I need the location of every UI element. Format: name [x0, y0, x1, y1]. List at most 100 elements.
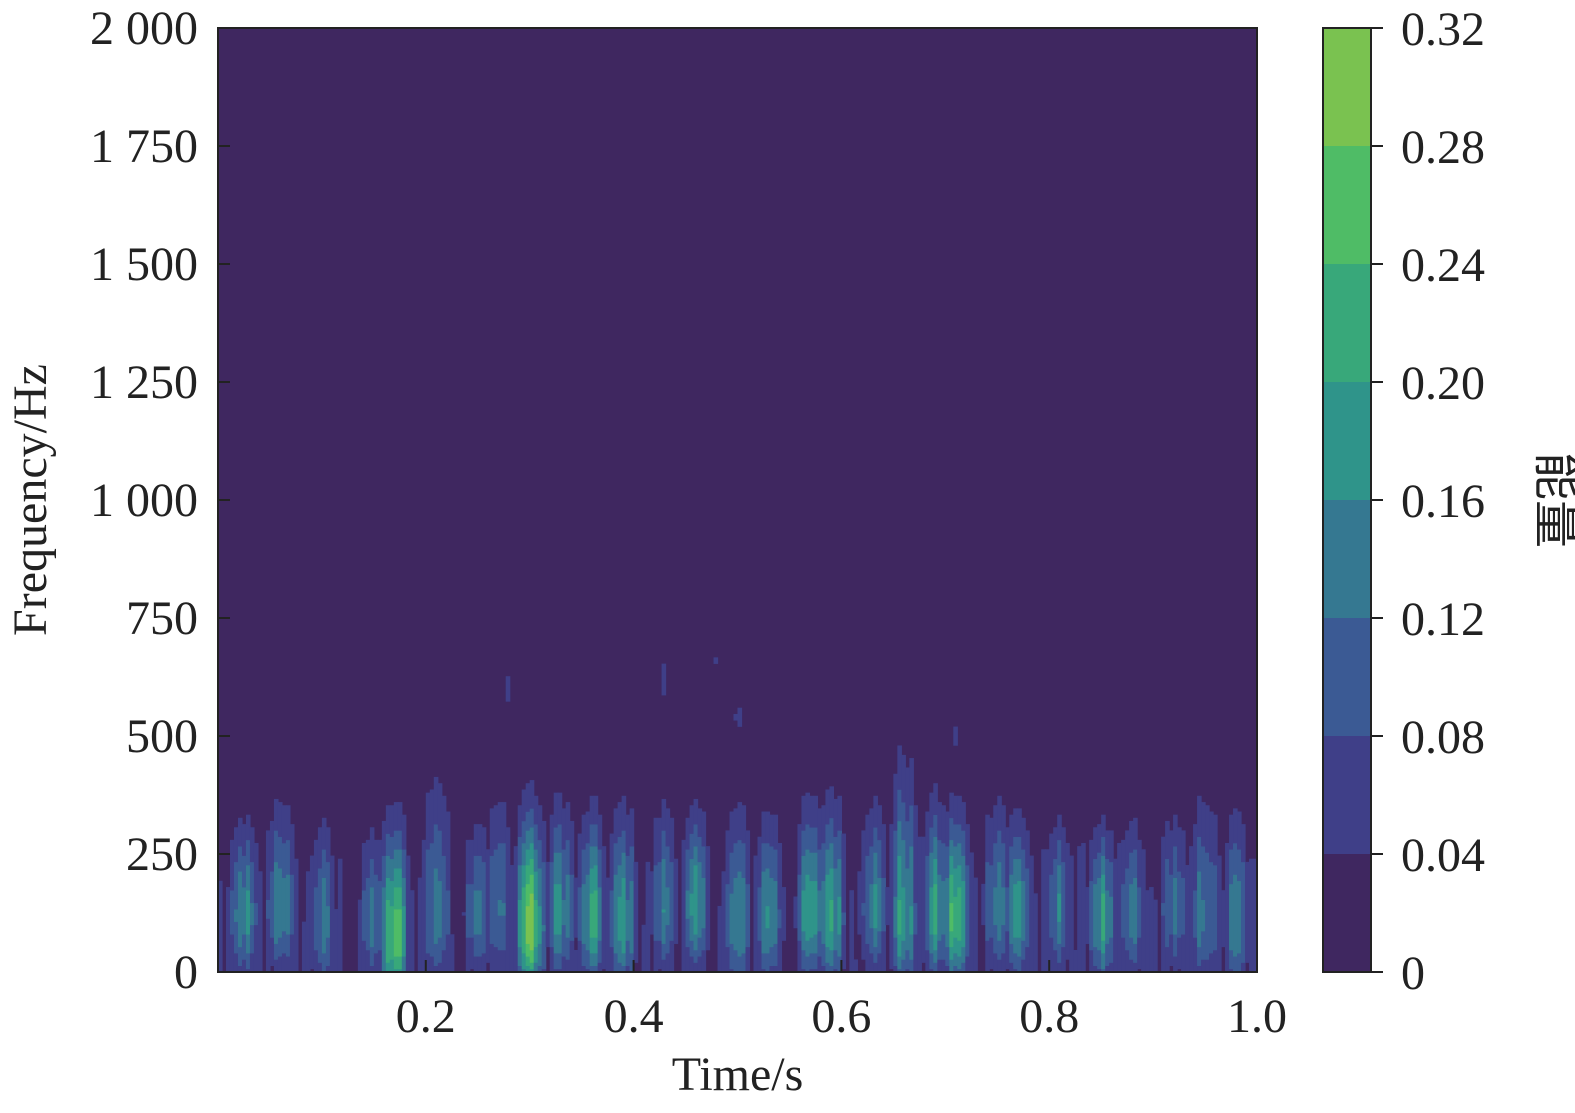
heatmap-cell: [1013, 883, 1018, 938]
heatmap-cell: [1001, 924, 1006, 954]
heatmap-cell: [237, 846, 243, 872]
heatmap-cell: [321, 849, 327, 878]
heatmap-cell: [581, 943, 587, 967]
heatmap-cell: [809, 827, 815, 853]
heatmap-cell: [393, 968, 399, 973]
heatmap-cell: [313, 949, 319, 973]
heatmap-cell: [713, 657, 719, 664]
heatmap-cell: [733, 713, 739, 721]
heatmap-cell: [965, 824, 970, 866]
heatmap-cell: [937, 940, 942, 960]
heatmap-cell: [1121, 839, 1126, 885]
heatmap-cell: [825, 824, 831, 850]
heatmap-cell: [693, 949, 699, 963]
heatmap-cell: [549, 946, 555, 973]
heatmap-cell: [218, 880, 223, 973]
heatmap-cell: [1101, 953, 1106, 970]
heatmap-cell: [877, 839, 882, 878]
heatmap-cell: [505, 827, 511, 973]
heatmap-cell: [989, 937, 994, 970]
heatmap-cell: [769, 965, 775, 973]
heatmap-cell: [1137, 839, 1142, 888]
heatmap-cell: [1097, 824, 1102, 853]
heatmap-cell: [1121, 937, 1126, 973]
heatmap-cell: [1061, 861, 1066, 948]
heatmap-cell: [1049, 833, 1054, 875]
heatmap-cell: [941, 959, 946, 973]
heatmap-cell: [693, 934, 699, 951]
heatmap-cell: [377, 949, 383, 973]
heatmap-cell: [821, 880, 827, 944]
heatmap-cell: [625, 940, 631, 966]
heatmap-cell: [365, 877, 371, 951]
heatmap-cell: [317, 868, 323, 963]
heatmap-cell: [737, 871, 743, 957]
heatmap-cell: [949, 946, 954, 960]
heatmap-cell: [777, 927, 783, 973]
heatmap-cell: [517, 865, 523, 900]
heatmap-cell: [493, 946, 499, 973]
heatmap-cell: [957, 887, 962, 941]
heatmap-cell: [593, 953, 599, 967]
heatmap-cell: [369, 827, 375, 860]
heatmap-cell: [937, 839, 942, 875]
heatmap-cell: [929, 934, 934, 954]
heatmap-cell: [1025, 830, 1030, 869]
heatmap-cell: [497, 842, 503, 900]
heatmap-cell: [945, 846, 950, 878]
heatmap-cell: [905, 868, 910, 951]
heatmap-cell: [533, 946, 539, 963]
heatmap-cell: [1097, 949, 1102, 970]
heatmap-cell: [953, 846, 958, 869]
heatmap-cell: [689, 858, 695, 894]
heatmap-cell: [869, 953, 874, 973]
heatmap-cell: [1093, 883, 1098, 948]
heatmap-cell: [833, 798, 839, 837]
heatmap-cell: [301, 921, 307, 973]
heatmap-cell: [685, 946, 691, 973]
heatmap-cell: [685, 849, 691, 891]
heatmap-cell: [621, 953, 627, 967]
heatmap-cell: [285, 934, 291, 957]
heatmap-cell: [265, 918, 271, 973]
heatmap-cell: [533, 962, 539, 973]
heatmap-cell: [433, 965, 439, 973]
heatmap-cell: [917, 836, 922, 973]
heatmap-cell: [645, 861, 651, 973]
heatmap-cell: [1201, 931, 1206, 960]
heatmap-cell: [597, 849, 603, 888]
heatmap-cell: [537, 839, 543, 869]
heatmap-cell: [741, 877, 747, 954]
heatmap-cell: [1237, 953, 1242, 973]
heatmap-cell: [477, 934, 483, 957]
heatmap-cell: [953, 868, 958, 897]
heatmap-cell: [1077, 846, 1082, 973]
colorbar-tick-label: 0.24: [1401, 239, 1485, 292]
heatmap-cell: [829, 899, 835, 932]
heatmap-cell: [949, 959, 954, 973]
heatmap-cell: [1093, 827, 1098, 860]
heatmap-cell: [321, 817, 327, 850]
heatmap-cell: [901, 959, 906, 973]
heatmap-cell: [1205, 852, 1210, 960]
heatmap-cell: [525, 956, 531, 967]
heatmap-cell: [585, 968, 591, 973]
heatmap-cell: [1177, 827, 1182, 872]
heatmap-cell: [877, 953, 882, 973]
heatmap-cell: [1101, 893, 1106, 941]
heatmap-cell: [829, 965, 835, 973]
heatmap-cell: [1065, 842, 1070, 960]
heatmap-cell: [877, 931, 882, 954]
heatmap-cell: [773, 965, 779, 973]
heatmap-cell: [993, 887, 998, 926]
heatmap-cell: [389, 858, 395, 882]
heatmap-cell: [521, 789, 527, 822]
heatmap-cell: [517, 899, 523, 948]
heatmap-cell: [829, 949, 835, 966]
heatmap-cell: [1057, 921, 1062, 944]
heatmap-cell: [581, 965, 587, 973]
y-tick-label: 0: [174, 946, 198, 999]
heatmap-cell: [913, 902, 918, 935]
heatmap-cell: [1133, 962, 1138, 973]
heatmap-cell: [1089, 839, 1094, 882]
